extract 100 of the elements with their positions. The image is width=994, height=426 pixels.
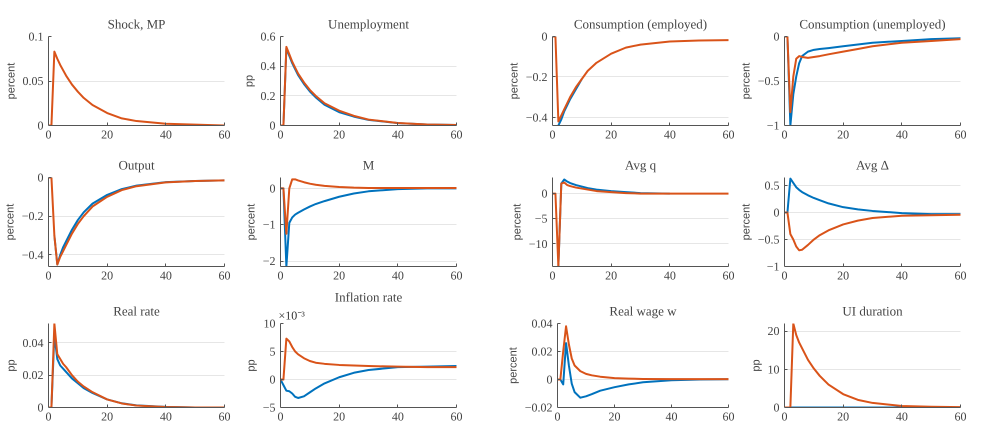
y-tick-label: 0.04 [532,316,552,330]
y-tick-label: 0.04 [22,336,44,350]
chart-title: Unemployment [328,16,410,32]
x-tick-label: 40 [160,410,172,424]
y-tick-label: 0 [542,186,548,201]
y-axis-title: pp [246,359,258,372]
x-tick-label: 40 [392,410,404,424]
x-tick-label: 40 [392,268,404,282]
line-series [280,178,456,235]
y-axis-title: pp [6,359,18,372]
x-tick-label: 60 [450,268,462,282]
x-tick-label: 40 [896,410,908,424]
line-series [280,338,456,380]
y-tick-label: −10 [528,236,548,251]
chart-title: M [362,158,375,172]
x-tick-label: 20 [333,128,346,142]
y-tick-label: 0 [270,118,276,132]
x-tick-label: 20 [101,268,114,282]
x-tick-label: 40 [664,268,676,282]
y-axis-title: percent [512,204,524,240]
y-tick-label: 0.02 [22,368,44,382]
y-tick-label: −0.02 [524,400,553,414]
x-tick-label: 40 [160,128,172,142]
y-tick-label: −5 [262,400,276,414]
x-tick-label: 20 [605,268,618,282]
x-tick-label: 40 [392,128,404,142]
y-axis-title: percent [6,62,18,100]
line-series [552,36,728,122]
chart-title: Inflation rate [334,290,402,304]
x-tick-label: 40 [664,128,676,142]
chart-title: Real wage w [609,304,678,318]
line-series [784,212,960,252]
x-tick-label: 60 [450,128,462,142]
y-tick-label: 0 [270,181,276,196]
x-tick-label: 60 [954,268,966,282]
chart-title: Shock, MP [108,16,166,32]
y-axis-title: percent [740,204,753,240]
x-tick-label: 60 [218,410,230,424]
x-tick-label: 60 [954,128,966,142]
x-tick-label: 20 [333,268,346,282]
text: ×10⁻³ [278,308,306,322]
y-tick-label: 0.4 [260,59,276,74]
chart-title: Consumption (unemployed) [799,16,946,32]
x-tick-label: 20 [333,410,346,424]
y-tick-label: 20 [768,324,780,338]
y-tick-label: −0.4 [22,248,44,262]
y-tick-label: 0.5 [764,178,780,193]
y-tick-label: 0.6 [260,30,276,44]
y-axis-title: pp [244,74,256,88]
y-tick-label: 0.1 [28,30,44,44]
x-tick-label: 40 [666,410,678,424]
x-tick-label: 40 [896,128,908,142]
y-tick-label: 0 [774,30,780,44]
x-tick-label: 40 [160,268,172,282]
line-series [558,325,728,380]
x-tick-label: 60 [954,410,966,424]
y-tick-label: 0.2 [260,88,276,103]
x-tick-label: 20 [101,128,114,142]
y-tick-label: 10 [768,362,780,376]
line-series [784,324,960,408]
y-tick-label: −1 [766,260,780,274]
y-axis-title: percent [740,62,753,100]
chart-title: Output [118,158,155,172]
y-tick-label: 0 [542,30,548,44]
x-tick-label: 20 [837,410,850,424]
y-axis-title: percent [4,204,17,240]
y-tick-label: 0 [38,118,44,132]
line-series [784,178,960,216]
x-tick-label: 20 [608,410,620,424]
x-tick-label: 20 [837,128,850,142]
y-tick-label: −0.2 [22,209,44,224]
chart-title: Consumption (employed) [574,16,708,32]
chart-title: UI duration [842,304,904,318]
y-tick-label: 5 [270,344,276,358]
y-tick-label: −1 [766,118,780,132]
y-tick-label: 0 [774,206,780,220]
x-tick-label: 40 [896,268,908,282]
x-tick-label: 60 [218,268,230,282]
x-tick-label: 20 [837,268,850,282]
y-tick-label: 0 [38,170,44,184]
y-axis-title: percent [246,204,258,240]
y-tick-label: 0 [38,400,44,414]
x-tick-label: 60 [218,128,230,142]
x-tick-label: 60 [722,128,734,142]
x-tick-label: 20 [605,128,618,142]
line-series [280,365,456,399]
y-axis-title: percent [508,347,520,384]
y-tick-label: −0.5 [758,74,780,88]
y-tick-label: −2 [262,254,276,268]
y-axis-title: pp [750,359,762,372]
x-tick-label: 20 [101,410,114,424]
y-tick-label: −0.2 [526,70,548,84]
y-axis-title: percent [508,62,521,100]
y-tick-label: 10 [264,316,276,330]
y-tick-label: 0.02 [532,344,552,358]
chart-title: Real rate [113,304,160,318]
y-tick-label: −5 [534,212,548,226]
x-tick-label: 60 [722,268,734,282]
y-tick-label: 0 [270,372,276,386]
y-tick-label: −0.5 [758,232,780,247]
